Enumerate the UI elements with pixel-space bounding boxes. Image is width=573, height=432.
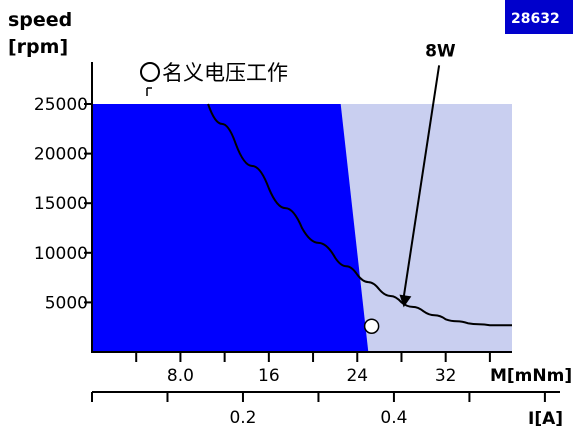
y-tick-label: 15000 <box>34 194 88 214</box>
y-axis-title-line2: [rpm] <box>8 36 68 58</box>
legend-marker-icon <box>140 62 160 82</box>
torque-tick-label: 32 <box>435 366 457 386</box>
legend-label: 名义电压工作 <box>162 61 288 85</box>
current-axis-title: I[A] <box>528 409 563 429</box>
current-tick-label: 0.2 <box>229 408 256 428</box>
torque-tick-label: 8.0 <box>167 366 194 386</box>
series-8w-curve <box>207 103 512 327</box>
annotation-label-8w: 8W <box>425 41 456 61</box>
current-ticks: 0.2 0.4 <box>91 392 546 428</box>
badge-background <box>505 0 573 34</box>
annotation-arrowhead <box>399 294 412 308</box>
current-tick-label: 0.4 <box>380 408 407 428</box>
y-tick-label: 20000 <box>34 145 88 165</box>
y-axis-title-line1: speed <box>8 9 72 31</box>
torque-tick-label: 24 <box>346 366 368 386</box>
annotation-arrow <box>402 65 441 298</box>
torque-ticks: 8.0 16 24 32 <box>135 352 491 386</box>
torque-axis-title: M[mNm] <box>490 366 572 386</box>
badge-label: 28632 <box>511 11 560 27</box>
y-ticks: 5000 10000 15000 20000 25000 <box>34 95 92 313</box>
operating-point-marker <box>363 318 380 334</box>
y-tick-label: 5000 <box>45 293 88 313</box>
y-tick-label: 25000 <box>34 95 88 115</box>
legend-artifact <box>146 87 152 96</box>
continuous-operation-region <box>92 104 369 352</box>
y-tick-label: 10000 <box>34 244 88 264</box>
torque-tick-label: 16 <box>258 366 280 386</box>
